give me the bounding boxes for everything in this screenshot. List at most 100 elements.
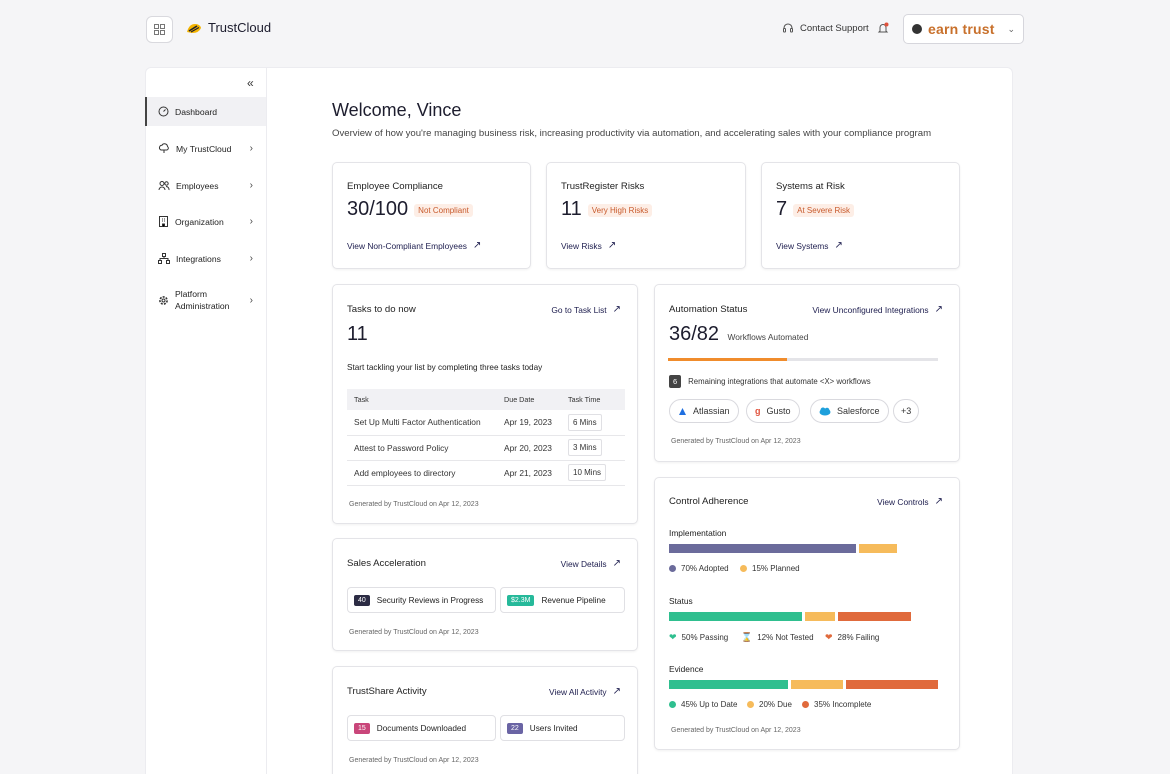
card-title: Control Adherence [669, 496, 749, 507]
integration-chip-salesforce[interactable]: Salesforce [810, 399, 889, 423]
integration-chip-atlassian[interactable]: Atlassian [669, 399, 739, 423]
legend-item: ❤ 28% Failing [825, 632, 879, 643]
arrow-up-right-icon: ↗ [612, 686, 621, 697]
collapse-sidebar-icon[interactable]: « [247, 76, 254, 90]
page-title: Welcome, Vince [332, 100, 462, 120]
table-row[interactable]: Add employees to directory Apr 21, 2023 … [347, 460, 625, 486]
remaining-count-badge: 6 [669, 375, 682, 388]
heart-check-icon: ❤ [669, 632, 677, 642]
app-grid-button[interactable] [146, 16, 173, 43]
sales-acceleration-card: Sales Acceleration View Details ↗ 40 Secu… [332, 538, 638, 651]
avatar [912, 24, 922, 34]
cloud-icon [159, 143, 169, 153]
bar-segment [837, 612, 911, 621]
legend-dot [669, 701, 676, 708]
chip-label: Security Reviews in Progress [376, 595, 484, 605]
sidebar-item-integrations[interactable]: Integrations › [145, 244, 266, 273]
automation-value-label: Workflows Automated [727, 332, 809, 342]
arrow-up-right-icon: ↗ [612, 558, 621, 569]
link-label: View Risks [561, 240, 602, 251]
view-unconfigured-integrations-link[interactable]: View Unconfigured Integrations ↗ [812, 304, 943, 315]
column-header: Task Time [561, 389, 625, 410]
card-label: Employee Compliance [347, 181, 443, 192]
legend-dot [669, 565, 676, 572]
control-adherence-card: Control Adherence View Controls ↗ Impleme… [654, 477, 960, 750]
integration-label: Atlassian [693, 406, 730, 416]
task-due-date: Apr 19, 2023 [497, 410, 561, 436]
legend-label: 20% Due [759, 700, 792, 709]
legend-label: 70% Adopted [681, 564, 729, 573]
app-name: TrustCloud [208, 20, 272, 35]
task-count: 11 [347, 323, 368, 345]
generated-note: Generated by TrustCloud on Apr 12, 2023 [349, 757, 479, 764]
chevron-right-icon: › [249, 294, 253, 306]
count-badge: $2.3M [507, 594, 535, 606]
legend-label: 28% Failing [837, 633, 880, 642]
chevron-right-icon: › [249, 216, 253, 227]
revenue-pipeline-chip[interactable]: $2.3M Revenue Pipeline [500, 587, 625, 613]
broken-heart-icon: ❤ [825, 632, 833, 642]
view-risks-link[interactable]: View Risks ↗ [561, 240, 616, 251]
integration-chip-more[interactable]: +3 [893, 399, 920, 423]
legend-item: 70% Adopted [669, 564, 729, 573]
generated-note: Generated by TrustCloud on Apr 12, 2023 [349, 629, 479, 636]
link-label: View Non-Compliant Employees [347, 240, 467, 251]
automation-status-card: Automation Status View Unconfigured Inte… [654, 284, 960, 462]
view-controls-link[interactable]: View Controls ↗ [877, 496, 943, 507]
account-switcher[interactable]: earn trust ⌄ [903, 14, 1024, 44]
link-label: View Systems [776, 240, 829, 251]
view-non-compliant-employees-link[interactable]: View Non-Compliant Employees ↗ [347, 240, 481, 251]
app-logo[interactable]: TrustCloud [186, 20, 271, 35]
employee-compliance-card: Employee Compliance 30/100 Not Compliant … [332, 162, 531, 269]
status-badge: Not Compliant [414, 204, 473, 218]
status-bar [669, 612, 941, 621]
legend-item: 45% Up to Date [669, 700, 737, 709]
org-brand: earn trust [928, 21, 995, 37]
notifications-button[interactable] [877, 22, 889, 40]
table-row[interactable]: Set Up Multi Factor Authentication Apr 1… [347, 410, 625, 436]
count-badge: 22 [507, 722, 523, 734]
sidebar-item-label: Organization [175, 216, 224, 227]
table-header-row: Task Due Date Task Time [347, 389, 625, 410]
legend-item: 15% Planned [740, 564, 800, 573]
arrow-up-right-icon: ↗ [607, 240, 617, 251]
users-icon [158, 181, 170, 191]
task-time: 10 Mins [568, 464, 607, 481]
bar-segment [805, 612, 835, 621]
users-invited-chip[interactable]: 22 Users Invited [500, 715, 625, 741]
link-label: View Details [560, 558, 607, 569]
sidebar-item-my-trustcloud[interactable]: My TrustCloud › [145, 134, 266, 163]
legend-item: 35% Incomplete [802, 700, 871, 709]
view-all-activity-link[interactable]: View All Activity ↗ [549, 686, 621, 697]
sidebar-item-organization[interactable]: Organization › [145, 207, 266, 236]
card-title: Tasks to do now [347, 304, 416, 315]
page-subtitle: Overview of how you're managing business… [332, 128, 932, 139]
card-value: 7 [776, 198, 788, 220]
integration-chip-gusto[interactable]: g Gusto [746, 399, 800, 423]
legend-item: ❤ 50% Passing [669, 632, 728, 643]
generated-note: Generated by TrustCloud on Apr 12, 2023 [671, 438, 801, 445]
view-systems-link[interactable]: View Systems ↗ [776, 240, 843, 251]
sidebar-item-label: Platform Administration [175, 289, 230, 311]
view-details-link[interactable]: View Details ↗ [561, 558, 621, 569]
grid-icon [154, 24, 165, 35]
legend-dot [740, 565, 747, 572]
bell-icon [877, 22, 889, 33]
arrow-up-right-icon: ↗ [834, 240, 843, 251]
sidebar-item-employees[interactable]: Employees › [145, 171, 266, 200]
arrow-up-right-icon: ↗ [934, 496, 943, 507]
sidebar-item-dashboard[interactable]: Dashboard [145, 97, 266, 126]
task-name: Add employees to directory [347, 460, 497, 486]
contact-support-label: Contact Support [800, 22, 869, 34]
bar-segment [791, 680, 843, 689]
security-reviews-chip[interactable]: 40 Security Reviews in Progress [347, 587, 496, 613]
documents-downloaded-chip[interactable]: 15 Documents Downloaded [347, 715, 496, 741]
go-to-task-list-link[interactable]: Go to Task List ↗ [551, 304, 621, 315]
table-row[interactable]: Attest to Password Policy Apr 20, 2023 3… [347, 435, 625, 461]
automation-progress-track [668, 358, 938, 361]
contact-support-link[interactable]: Contact Support [782, 22, 869, 34]
evidence-label: Evidence [669, 664, 704, 674]
legend-dot [802, 701, 809, 708]
sidebar-item-platform-administration[interactable]: Platform Administration › [145, 285, 266, 315]
building-icon [159, 216, 168, 227]
